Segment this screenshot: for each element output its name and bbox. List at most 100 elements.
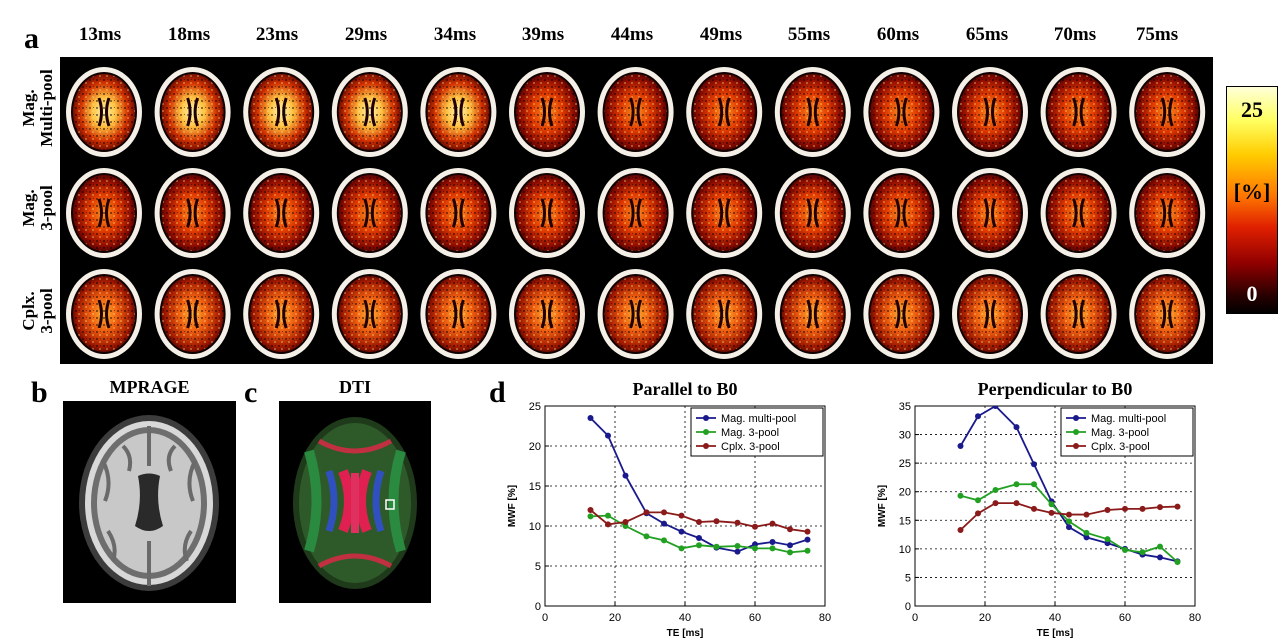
brain-map-slice bbox=[420, 168, 497, 258]
data-point bbox=[752, 523, 758, 530]
panel-label-b: b bbox=[31, 376, 48, 409]
legend-marker bbox=[1073, 429, 1079, 435]
data-point bbox=[605, 512, 611, 519]
brain-map-slice bbox=[1040, 269, 1117, 359]
te-label: 65ms bbox=[965, 24, 1009, 45]
colorbar-min: 0 bbox=[1246, 281, 1258, 306]
data-point bbox=[661, 537, 667, 544]
brain-map-slice bbox=[331, 168, 408, 258]
data-point bbox=[804, 547, 811, 554]
data-point bbox=[605, 432, 611, 439]
data-point bbox=[975, 497, 981, 504]
brain-map-slice bbox=[331, 67, 408, 157]
data-point bbox=[769, 539, 776, 545]
data-point bbox=[975, 510, 981, 517]
brain-map-slice bbox=[509, 269, 585, 359]
brain-map-slice bbox=[597, 168, 674, 258]
panel-label-a: a bbox=[24, 22, 39, 55]
panel-label-c: c bbox=[244, 376, 258, 409]
data-point bbox=[1157, 554, 1163, 561]
brain-map-slice bbox=[420, 269, 497, 359]
row-label-mag-3pool: Mag. 3-pool bbox=[19, 185, 56, 231]
te-label: 13ms bbox=[78, 24, 122, 45]
te-label: 18ms bbox=[167, 24, 211, 45]
y-tick-label: 15 bbox=[529, 481, 541, 493]
data-point bbox=[1031, 461, 1037, 468]
y-tick-label: 15 bbox=[899, 515, 911, 527]
legend-label: Mag. multi-pool bbox=[721, 413, 796, 425]
data-point bbox=[643, 509, 650, 516]
data-point bbox=[1066, 524, 1072, 531]
brain-map-slice bbox=[509, 67, 585, 157]
data-point bbox=[1104, 536, 1111, 543]
data-point bbox=[1048, 501, 1055, 508]
te-label: 44ms bbox=[610, 24, 654, 45]
data-point bbox=[678, 545, 685, 552]
brain-map-slice bbox=[686, 67, 763, 157]
legend-label: Mag. multi-pool bbox=[1091, 413, 1166, 425]
y-tick-label: 35 bbox=[899, 401, 911, 413]
data-point bbox=[975, 413, 981, 420]
x-tick-label: 60 bbox=[749, 612, 761, 624]
brain-map-slice bbox=[509, 168, 585, 258]
data-point bbox=[957, 443, 964, 449]
x-tick-label: 20 bbox=[609, 612, 621, 624]
data-point bbox=[678, 512, 685, 519]
brain-map-slice bbox=[1129, 168, 1206, 258]
data-point bbox=[1104, 507, 1111, 513]
data-point bbox=[1013, 481, 1020, 488]
y-tick-label: 5 bbox=[535, 561, 541, 573]
colorbar: 25 [%] 0 bbox=[1226, 86, 1278, 314]
y-tick-label: 0 bbox=[535, 601, 541, 613]
data-point bbox=[992, 487, 999, 493]
series-cplx-3-pool bbox=[957, 500, 1181, 533]
colorbar-max: 25 bbox=[1241, 97, 1263, 122]
data-point bbox=[622, 519, 629, 525]
brain-map-slice bbox=[597, 67, 674, 157]
y-tick-label: 30 bbox=[899, 430, 911, 442]
data-point bbox=[1139, 505, 1146, 512]
brain-map-slice bbox=[774, 67, 851, 157]
brain-map-slice bbox=[154, 269, 231, 359]
y-tick-label: 10 bbox=[529, 521, 541, 533]
x-tick-label: 80 bbox=[819, 612, 831, 624]
data-point bbox=[605, 521, 611, 528]
x-tick-label: 20 bbox=[979, 612, 991, 624]
y-tick-label: 0 bbox=[905, 601, 911, 613]
data-point bbox=[1122, 547, 1128, 553]
data-point bbox=[1157, 543, 1163, 550]
data-point bbox=[769, 520, 776, 527]
data-point bbox=[1122, 505, 1128, 512]
y-tick-label: 5 bbox=[905, 572, 911, 584]
y-tick-label: 10 bbox=[899, 544, 911, 556]
row-label-cplx-3pool: Cplx. 3-pool bbox=[19, 288, 56, 334]
brain-map-slice bbox=[331, 269, 408, 359]
data-point bbox=[1083, 534, 1090, 541]
legend-marker bbox=[703, 415, 709, 421]
brain-map-slice bbox=[952, 269, 1028, 359]
y-axis-label: MWF [%] bbox=[877, 485, 888, 527]
data-point bbox=[1083, 529, 1090, 536]
y-tick-label: 20 bbox=[529, 441, 541, 453]
brain-map-slice bbox=[952, 168, 1028, 258]
legend: Mag. multi-pool Mag. 3-pool Cplx. 3-pool bbox=[690, 407, 824, 457]
legend-label: Cplx. 3-pool bbox=[721, 441, 780, 453]
roi-marker bbox=[385, 499, 395, 510]
data-point bbox=[734, 519, 741, 526]
legend-marker bbox=[703, 429, 709, 435]
data-point bbox=[734, 548, 741, 555]
data-point bbox=[1139, 549, 1146, 556]
te-label: 34ms bbox=[433, 24, 477, 45]
mprage-title: MPRAGE bbox=[109, 377, 190, 397]
x-axis-label: TE [ms] bbox=[667, 628, 704, 639]
colorbar-gradient bbox=[1227, 87, 1277, 313]
x-tick-label: 40 bbox=[679, 612, 691, 624]
data-point bbox=[992, 406, 999, 409]
data-point bbox=[1066, 511, 1072, 518]
x-tick-label: 80 bbox=[1189, 612, 1201, 624]
brain-map-slice bbox=[1129, 269, 1206, 359]
brain-map-slice bbox=[66, 168, 142, 258]
data-point bbox=[787, 542, 793, 549]
data-point bbox=[1031, 481, 1037, 488]
series-cplx-3-pool bbox=[587, 507, 811, 535]
